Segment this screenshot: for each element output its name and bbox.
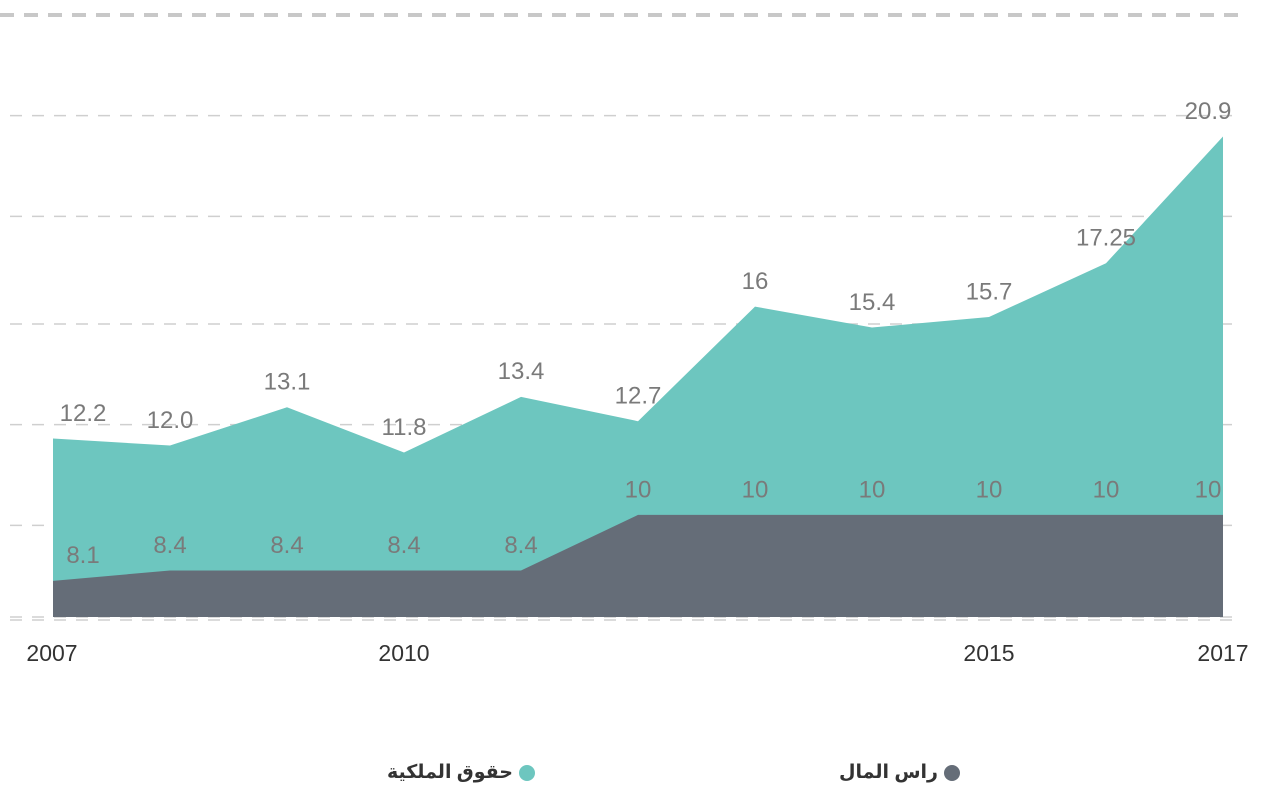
legend-label: راس المال [839,762,938,783]
data-label: 16 [742,268,769,295]
x-tick-label: 2010 [378,640,429,666]
legend-label: حقوق الملكية [387,762,513,783]
data-label: 10 [859,476,886,503]
data-label: 13.4 [498,358,545,385]
data-label: 10 [742,476,769,503]
data-label: 10 [976,476,1003,503]
data-label: 8.4 [270,532,303,559]
data-label: 8.4 [153,532,186,559]
area [53,136,1223,617]
data-label: 20.9 [1185,98,1232,125]
data-label: 10 [625,476,652,503]
legend-swatch [519,765,535,781]
data-label: 15.4 [849,289,896,316]
data-label: 13.1 [264,369,311,396]
data-label: 12.7 [615,383,662,410]
area [53,514,1223,617]
data-label: 12.0 [147,407,194,434]
x-tick-label: 2007 [26,640,77,666]
x-tick-label: 2017 [1197,640,1248,666]
x-tick-label: 2015 [963,640,1014,666]
data-label: 8.1 [66,542,99,569]
data-label: 15.7 [966,278,1013,305]
legend-swatch [944,765,960,781]
data-label: 17.25 [1076,225,1136,252]
data-label: 8.4 [504,532,537,559]
data-label: 10 [1093,476,1120,503]
data-label: 8.4 [387,532,420,559]
data-label: 12.2 [60,400,107,427]
data-label: 10 [1195,476,1222,503]
data-label: 11.8 [382,414,427,441]
